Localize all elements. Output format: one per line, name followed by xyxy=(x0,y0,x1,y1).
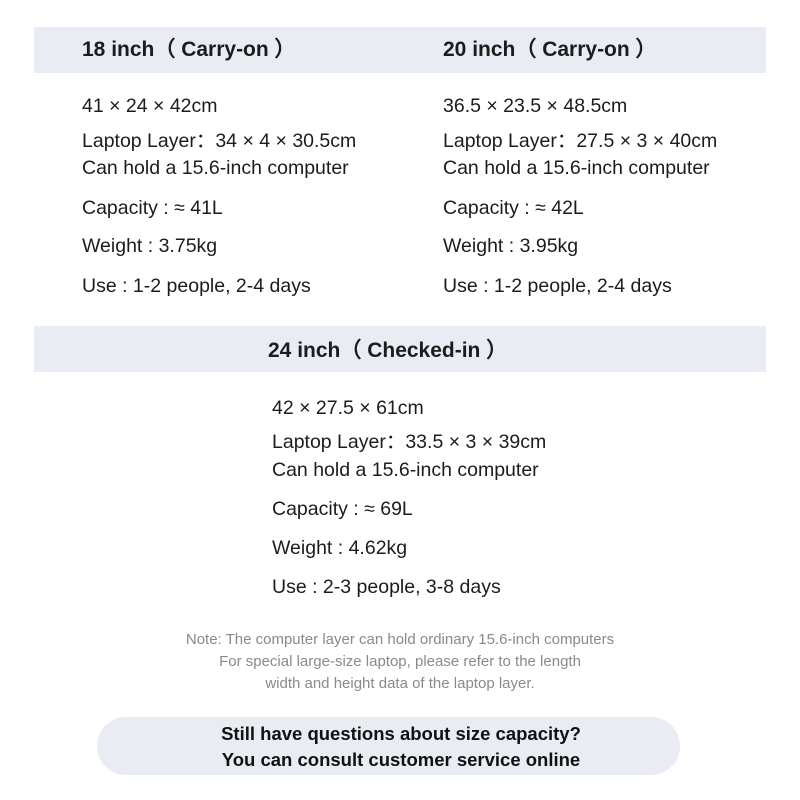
capacity: Capacity : ≈ 69L xyxy=(272,498,413,520)
weight: Weight : 3.95kg xyxy=(443,235,578,257)
laptop-layer: Laptop Layer：33.5 × 3 × 39cm xyxy=(272,431,546,453)
dimensions: 36.5 × 23.5 × 48.5cm xyxy=(443,95,627,117)
contact-line: Still have questions about size capacity… xyxy=(97,723,705,745)
weight: Weight : 4.62kg xyxy=(272,537,407,559)
dimensions: 41 × 24 × 42cm xyxy=(82,95,218,117)
contact-line: You can consult customer service online xyxy=(97,749,705,771)
laptop-layer: Laptop Layer：34 × 4 × 30.5cm xyxy=(82,130,356,152)
section-title: 20 inch（ Carry-on ） xyxy=(443,38,657,62)
laptop-layer: Laptop Layer：27.5 × 3 × 40cm xyxy=(443,130,717,152)
use: Use : 1-2 people, 2-4 days xyxy=(443,275,672,297)
capacity: Capacity : ≈ 42L xyxy=(443,197,584,219)
note-line: width and height data of the laptop laye… xyxy=(0,675,800,693)
laptop-note: Can hold a 15.6-inch computer xyxy=(443,157,710,179)
dimensions: 42 × 27.5 × 61cm xyxy=(272,397,424,419)
capacity: Capacity : ≈ 41L xyxy=(82,197,223,219)
section-title: 24 inch（ Checked-in ） xyxy=(268,339,507,363)
section-title: 18 inch（ Carry-on ） xyxy=(82,38,296,62)
note-line: Note: The computer layer can hold ordina… xyxy=(0,631,800,649)
laptop-note: Can hold a 15.6-inch computer xyxy=(82,157,349,179)
laptop-note: Can hold a 15.6-inch computer xyxy=(272,459,539,481)
note-line: For special large-size laptop, please re… xyxy=(0,653,800,671)
use: Use : 2-3 people, 3-8 days xyxy=(272,576,501,598)
use: Use : 1-2 people, 2-4 days xyxy=(82,275,311,297)
weight: Weight : 3.75kg xyxy=(82,235,217,257)
